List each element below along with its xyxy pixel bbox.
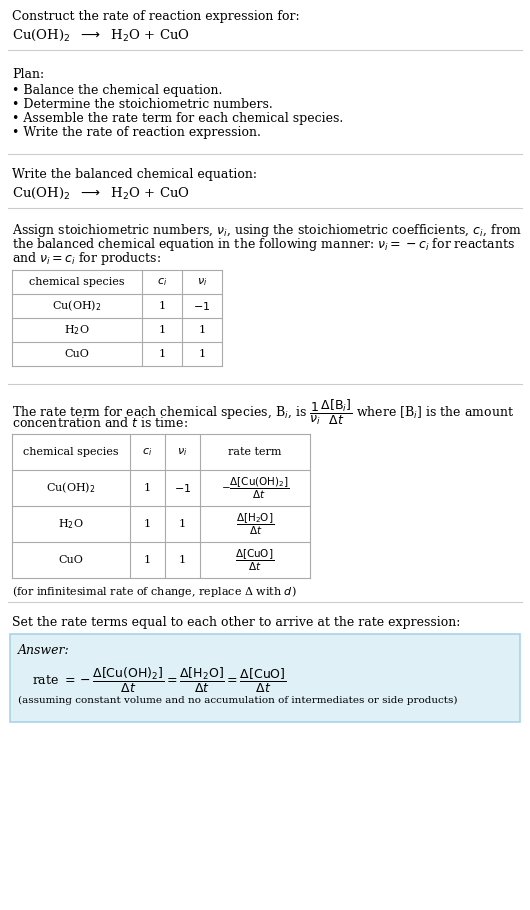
FancyBboxPatch shape — [10, 634, 520, 722]
Text: $-\dfrac{\Delta[\mathrm{Cu(OH)_2}]}{\Delta t}$: $-\dfrac{\Delta[\mathrm{Cu(OH)_2}]}{\Del… — [220, 475, 289, 501]
Text: • Balance the chemical equation.: • Balance the chemical equation. — [12, 84, 223, 97]
Text: H$_2$O: H$_2$O — [64, 323, 90, 337]
Text: $c_i$: $c_i$ — [157, 276, 167, 288]
Text: 1: 1 — [158, 301, 165, 311]
Text: 1: 1 — [158, 349, 165, 359]
Text: Plan:: Plan: — [12, 68, 44, 81]
Text: 1: 1 — [179, 519, 186, 529]
Text: $-1$: $-1$ — [174, 482, 191, 494]
Text: and $\nu_i = c_i$ for products:: and $\nu_i = c_i$ for products: — [12, 250, 161, 267]
Text: $c_i$: $c_i$ — [143, 446, 153, 458]
Text: Set the rate terms equal to each other to arrive at the rate expression:: Set the rate terms equal to each other t… — [12, 616, 461, 629]
Text: $\dfrac{\Delta[\mathrm{H_2O}]}{\Delta t}$: $\dfrac{\Delta[\mathrm{H_2O}]}{\Delta t}… — [236, 511, 274, 537]
Text: (assuming constant volume and no accumulation of intermediates or side products): (assuming constant volume and no accumul… — [18, 696, 457, 705]
Text: Cu(OH)$_2$: Cu(OH)$_2$ — [46, 480, 96, 495]
Text: chemical species: chemical species — [29, 277, 125, 287]
Text: Cu(OH)$_2$: Cu(OH)$_2$ — [52, 298, 102, 313]
Text: 1: 1 — [144, 519, 151, 529]
Text: Cu(OH)$_2$  $\longrightarrow$  H$_2$O + CuO: Cu(OH)$_2$ $\longrightarrow$ H$_2$O + Cu… — [12, 28, 190, 43]
Text: $\nu_i$: $\nu_i$ — [197, 276, 207, 288]
Text: the balanced chemical equation in the following manner: $\nu_i = -c_i$ for react: the balanced chemical equation in the fo… — [12, 236, 515, 253]
Text: Assign stoichiometric numbers, $\nu_i$, using the stoichiometric coefficients, $: Assign stoichiometric numbers, $\nu_i$, … — [12, 222, 522, 239]
Text: • Write the rate of reaction expression.: • Write the rate of reaction expression. — [12, 126, 261, 139]
Text: • Assemble the rate term for each chemical species.: • Assemble the rate term for each chemic… — [12, 112, 343, 125]
Text: Construct the rate of reaction expression for:: Construct the rate of reaction expressio… — [12, 10, 299, 23]
Text: CuO: CuO — [65, 349, 90, 359]
Text: 1: 1 — [198, 349, 206, 359]
Text: H$_2$O: H$_2$O — [58, 517, 84, 531]
Text: • Determine the stoichiometric numbers.: • Determine the stoichiometric numbers. — [12, 98, 273, 111]
Text: 1: 1 — [144, 555, 151, 565]
Text: rate $= -\dfrac{\Delta[\mathrm{Cu(OH)_2}]}{\Delta t} = \dfrac{\Delta[\mathrm{H_2: rate $= -\dfrac{\Delta[\mathrm{Cu(OH)_2}… — [32, 666, 287, 695]
Text: 1: 1 — [198, 325, 206, 335]
Text: $-1$: $-1$ — [193, 300, 210, 312]
Text: concentration and $t$ is time:: concentration and $t$ is time: — [12, 416, 188, 430]
Text: CuO: CuO — [58, 555, 83, 565]
Text: Answer:: Answer: — [18, 644, 70, 657]
Text: chemical species: chemical species — [23, 447, 119, 457]
Text: 1: 1 — [179, 555, 186, 565]
Text: rate term: rate term — [228, 447, 282, 457]
Text: $\dfrac{\Delta[\mathrm{CuO}]}{\Delta t}$: $\dfrac{\Delta[\mathrm{CuO}]}{\Delta t}$ — [235, 548, 275, 572]
Text: 1: 1 — [144, 483, 151, 493]
Text: 1: 1 — [158, 325, 165, 335]
Text: $\nu_i$: $\nu_i$ — [178, 446, 188, 458]
Text: Cu(OH)$_2$  $\longrightarrow$  H$_2$O + CuO: Cu(OH)$_2$ $\longrightarrow$ H$_2$O + Cu… — [12, 186, 190, 201]
Text: (for infinitesimal rate of change, replace Δ with $d$): (for infinitesimal rate of change, repla… — [12, 584, 297, 599]
Text: The rate term for each chemical species, B$_i$, is $\dfrac{1}{\nu_i}\dfrac{\Delt: The rate term for each chemical species,… — [12, 398, 514, 427]
Text: Write the balanced chemical equation:: Write the balanced chemical equation: — [12, 168, 257, 181]
